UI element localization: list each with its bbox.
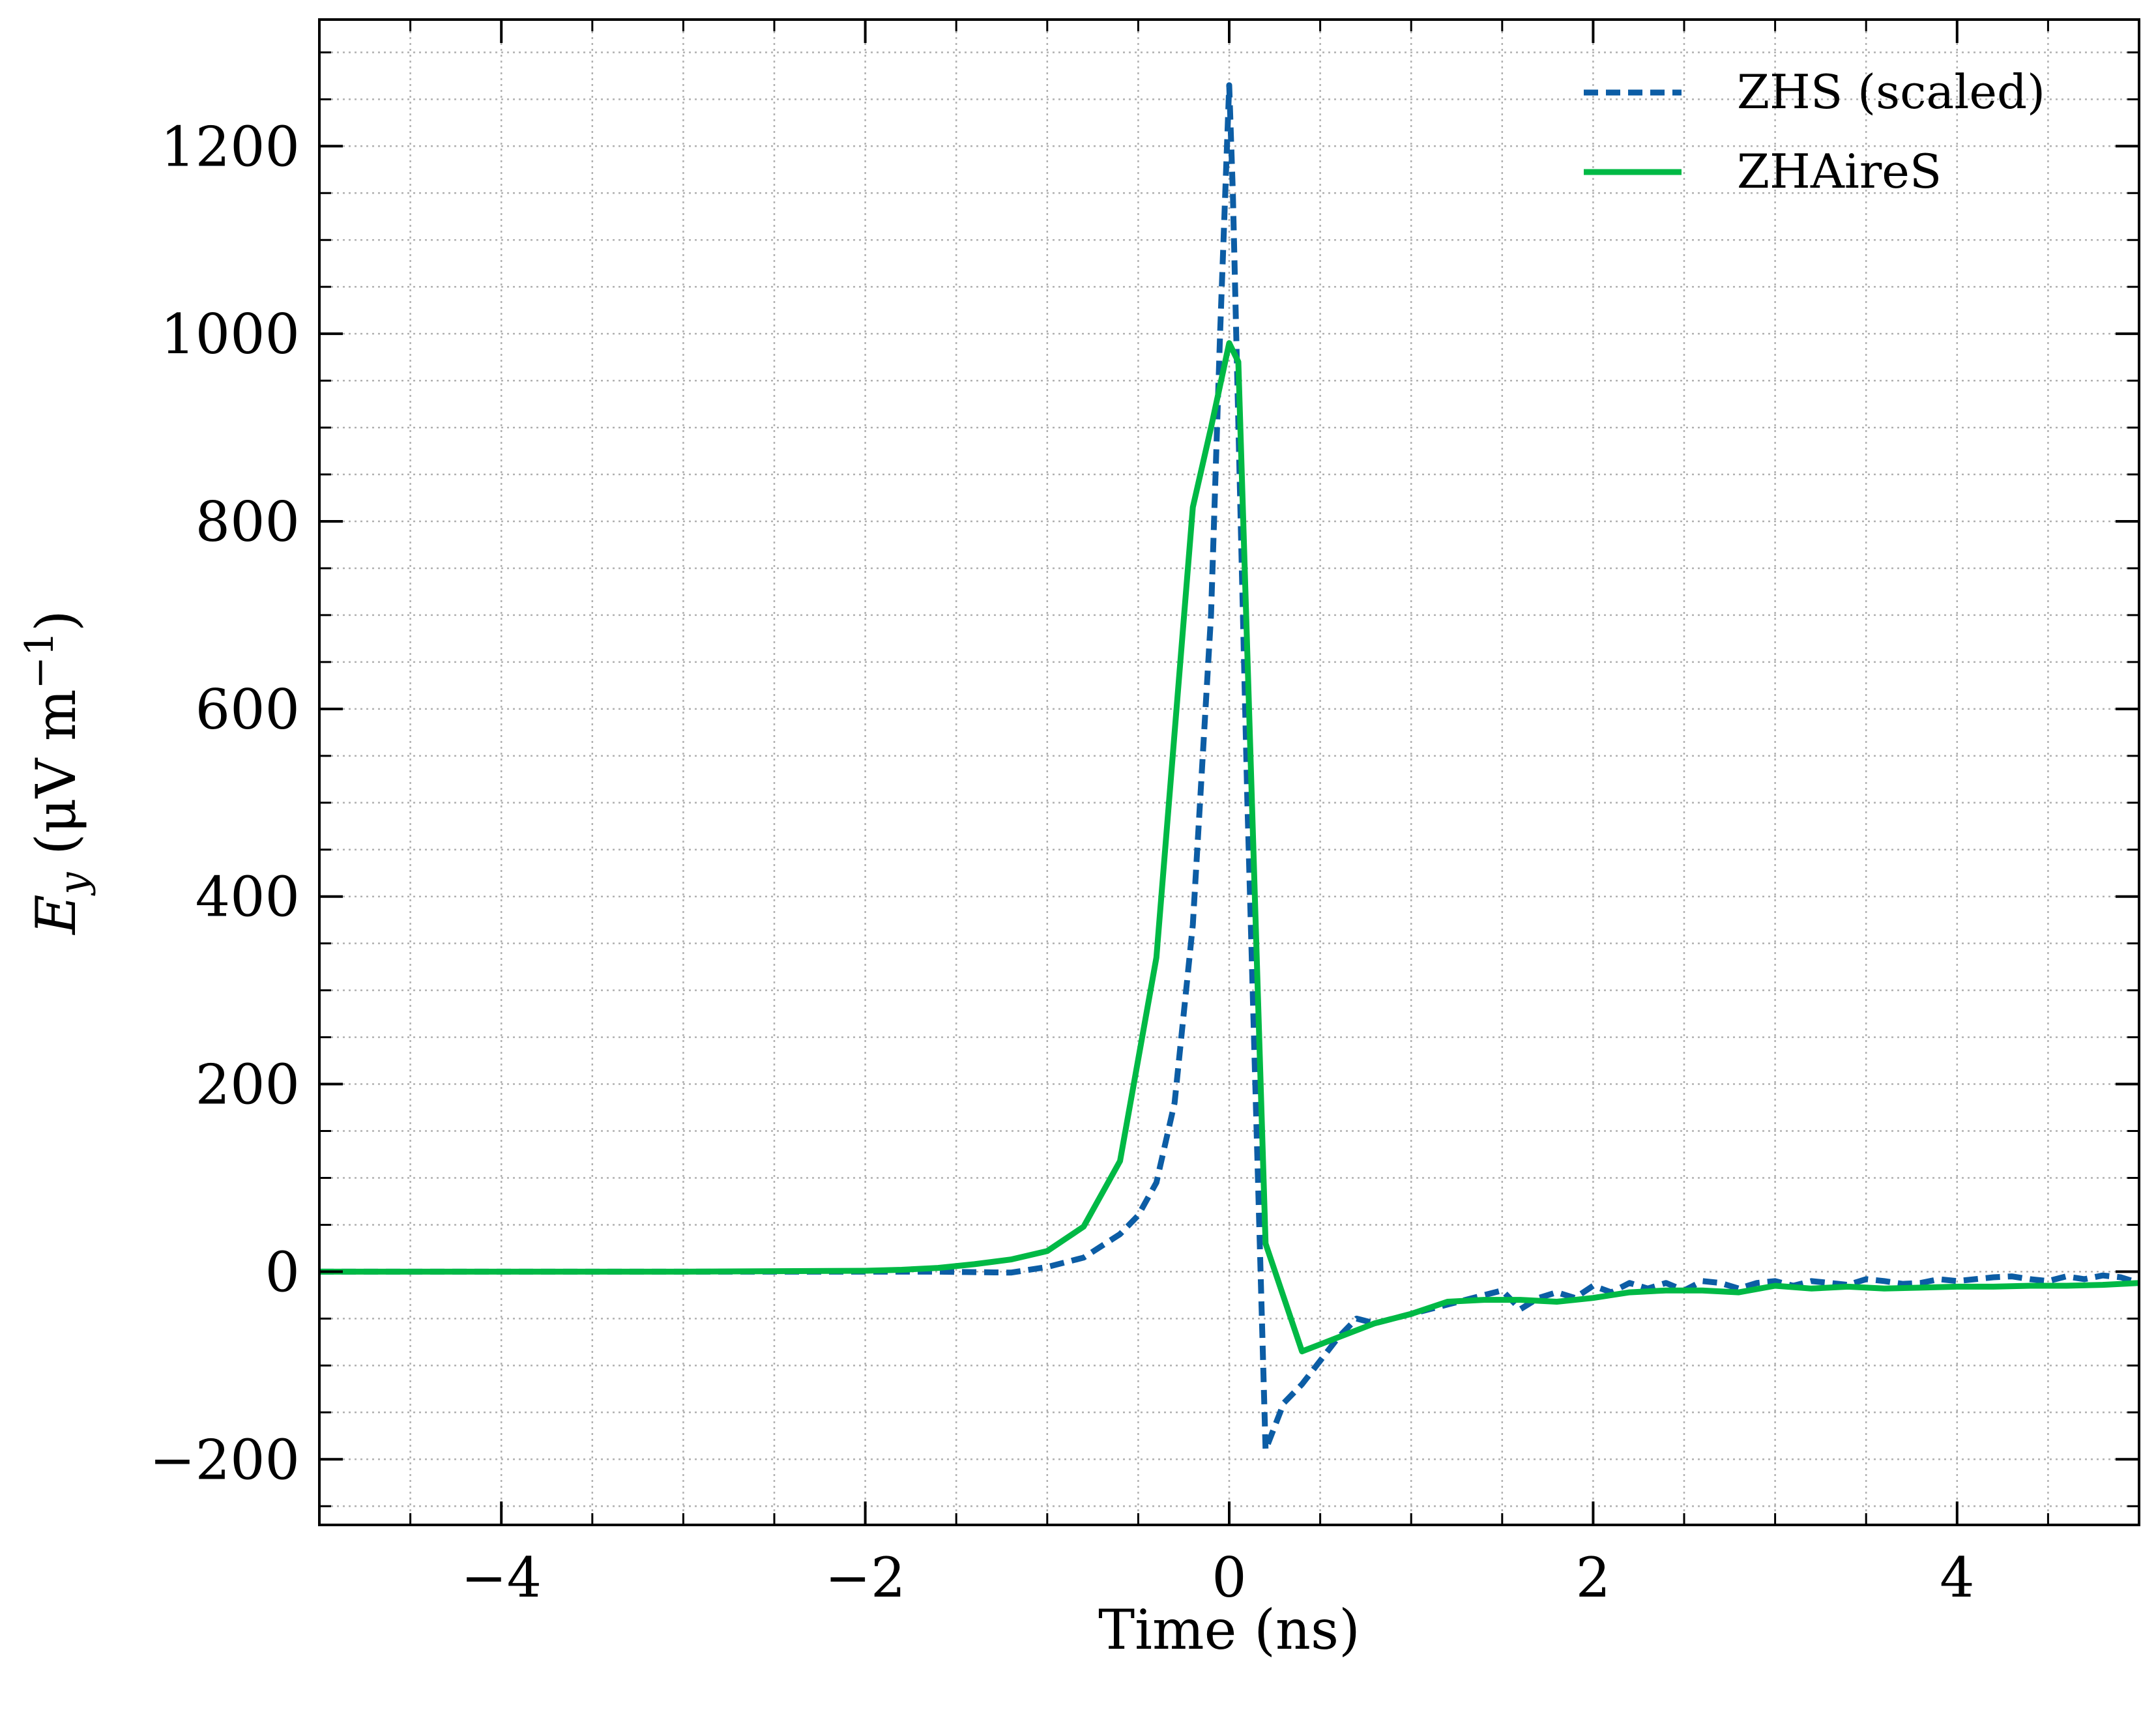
- y-axis-label: Ey (μV m−1): [17, 610, 96, 936]
- legend: ZHS (scaled) ZHAireS: [1584, 65, 2045, 199]
- y-tick-label: 0: [265, 1240, 300, 1304]
- x-axis-label: Time (ns): [1098, 1598, 1360, 1662]
- plot-frame: [318, 18, 2140, 1526]
- x-tick-label: 4: [1940, 1546, 1974, 1610]
- y-tick-label: 1000: [160, 302, 300, 366]
- legend-label-zhaires: ZHAireS: [1737, 144, 1942, 199]
- tick-marks: [318, 20, 2140, 1525]
- x-tick-label: 2: [1576, 1546, 1610, 1610]
- minor-grid: [318, 20, 2140, 1525]
- y-tick-label: 400: [196, 865, 300, 929]
- series-line-zhaires: [319, 340, 2139, 1355]
- y-label-subscript: y: [51, 871, 96, 896]
- y-tick-label: 600: [196, 678, 300, 742]
- y-label-symbol: E: [24, 894, 88, 935]
- y-tick-label: 200: [196, 1053, 300, 1117]
- x-tick-label: −4: [461, 1546, 542, 1610]
- y-label-exponent: −1: [17, 631, 63, 689]
- y-label-unit: (μV m: [24, 689, 88, 872]
- series-line-zhs-scaled: [319, 82, 2139, 1453]
- y-tick-label: 1200: [160, 115, 300, 179]
- x-tick-label: 0: [1212, 1546, 1246, 1610]
- x-tick-label: −2: [825, 1546, 906, 1610]
- y-tick-label: 800: [196, 490, 300, 554]
- y-tick-label: −200: [149, 1428, 300, 1492]
- legend-label-zhs: ZHS (scaled): [1737, 65, 2045, 119]
- y-label-unit-close: ): [24, 610, 88, 631]
- tick-labels: −4 −2 0 2 4 −200 0 200 400 600 800 1000 1200: [149, 115, 1974, 1610]
- series-layer: [319, 82, 2139, 1453]
